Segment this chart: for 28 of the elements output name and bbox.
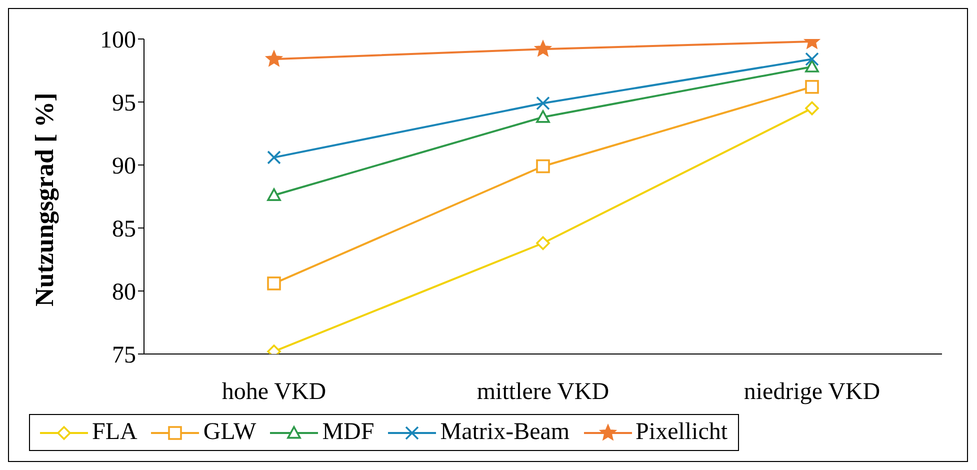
point	[805, 101, 819, 116]
point	[267, 150, 281, 164]
point	[536, 236, 550, 250]
y-tick-label: 95	[112, 90, 136, 117]
point	[534, 40, 552, 56]
x-tick-label: hohe VKD	[222, 379, 326, 406]
y-tick-label: 85	[112, 216, 136, 243]
point	[536, 96, 550, 110]
point	[536, 159, 550, 174]
legend-label: MDF	[322, 419, 374, 446]
point	[267, 188, 281, 201]
x-tick-label: niedrige VKD	[744, 379, 880, 406]
point	[267, 276, 281, 290]
legend-label: GLW	[203, 419, 256, 446]
legend-label: Pixellicht	[636, 419, 728, 446]
point	[266, 50, 282, 66]
y-tick-label: 100	[100, 28, 136, 54]
y-axis-title: Nutzungsgrad [ %]	[30, 92, 60, 306]
point	[805, 60, 819, 72]
y-tick-label: 80	[112, 280, 136, 306]
point	[805, 52, 819, 66]
point	[805, 80, 819, 94]
point	[536, 110, 550, 123]
legend-label: Matrix-Beam	[440, 419, 570, 446]
x-tick-label: mittlere VKD	[476, 379, 610, 406]
legend-label: FLA	[92, 419, 138, 446]
y-tick-label: 75	[112, 342, 136, 369]
y-tick-label: 90	[112, 154, 136, 180]
